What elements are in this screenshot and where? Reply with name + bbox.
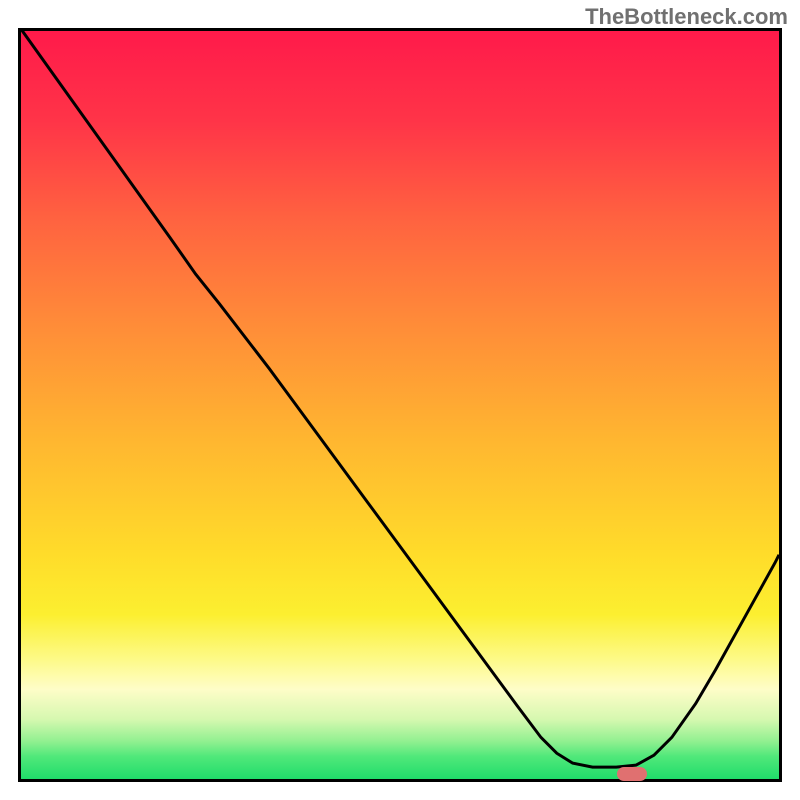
chart-plot-area: [18, 28, 782, 782]
bottleneck-curve: [21, 31, 779, 779]
watermark-text: TheBottleneck.com: [585, 4, 788, 30]
optimal-marker: [617, 767, 647, 781]
